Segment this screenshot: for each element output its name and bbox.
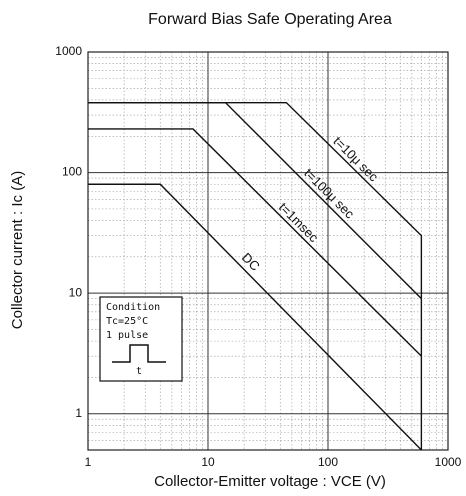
x-tick-label: 10 — [201, 455, 215, 469]
series-line — [88, 101, 423, 450]
chart-title: Forward Bias Safe Operating Area — [148, 11, 392, 28]
x-tick-label: 1000 — [435, 455, 462, 469]
x-tick-label: 100 — [318, 455, 338, 469]
series-line — [88, 101, 422, 300]
series-label: DC — [239, 250, 263, 274]
y-tick-label: 1 — [75, 406, 82, 420]
pulse-icon — [112, 344, 166, 363]
y-tick-label: 100 — [62, 165, 82, 179]
y-tick-label: 1000 — [55, 44, 82, 58]
pulse-width-label: t — [136, 366, 142, 377]
condition-frame — [99, 296, 183, 382]
series-label: t=1msec — [276, 200, 322, 246]
condition-title: Condition — [106, 302, 160, 313]
series-line — [88, 128, 422, 357]
series-line — [88, 183, 422, 451]
condition-temp: Tc=25°C — [106, 316, 148, 327]
x-axis-label: Collector-Emitter voltage : VCE (V) — [154, 473, 386, 490]
series-label: t=10μ sec — [330, 134, 381, 185]
y-tick-label: 10 — [69, 285, 83, 299]
y-axis-label: Collector current : Ic (A) — [9, 171, 26, 329]
x-tick-label: 1 — [85, 455, 92, 469]
plot-frame — [87, 51, 449, 451]
condition-box: Condition Tc=25°C 1 pulse t — [99, 296, 183, 382]
condition-pulse: 1 pulse — [106, 330, 148, 341]
